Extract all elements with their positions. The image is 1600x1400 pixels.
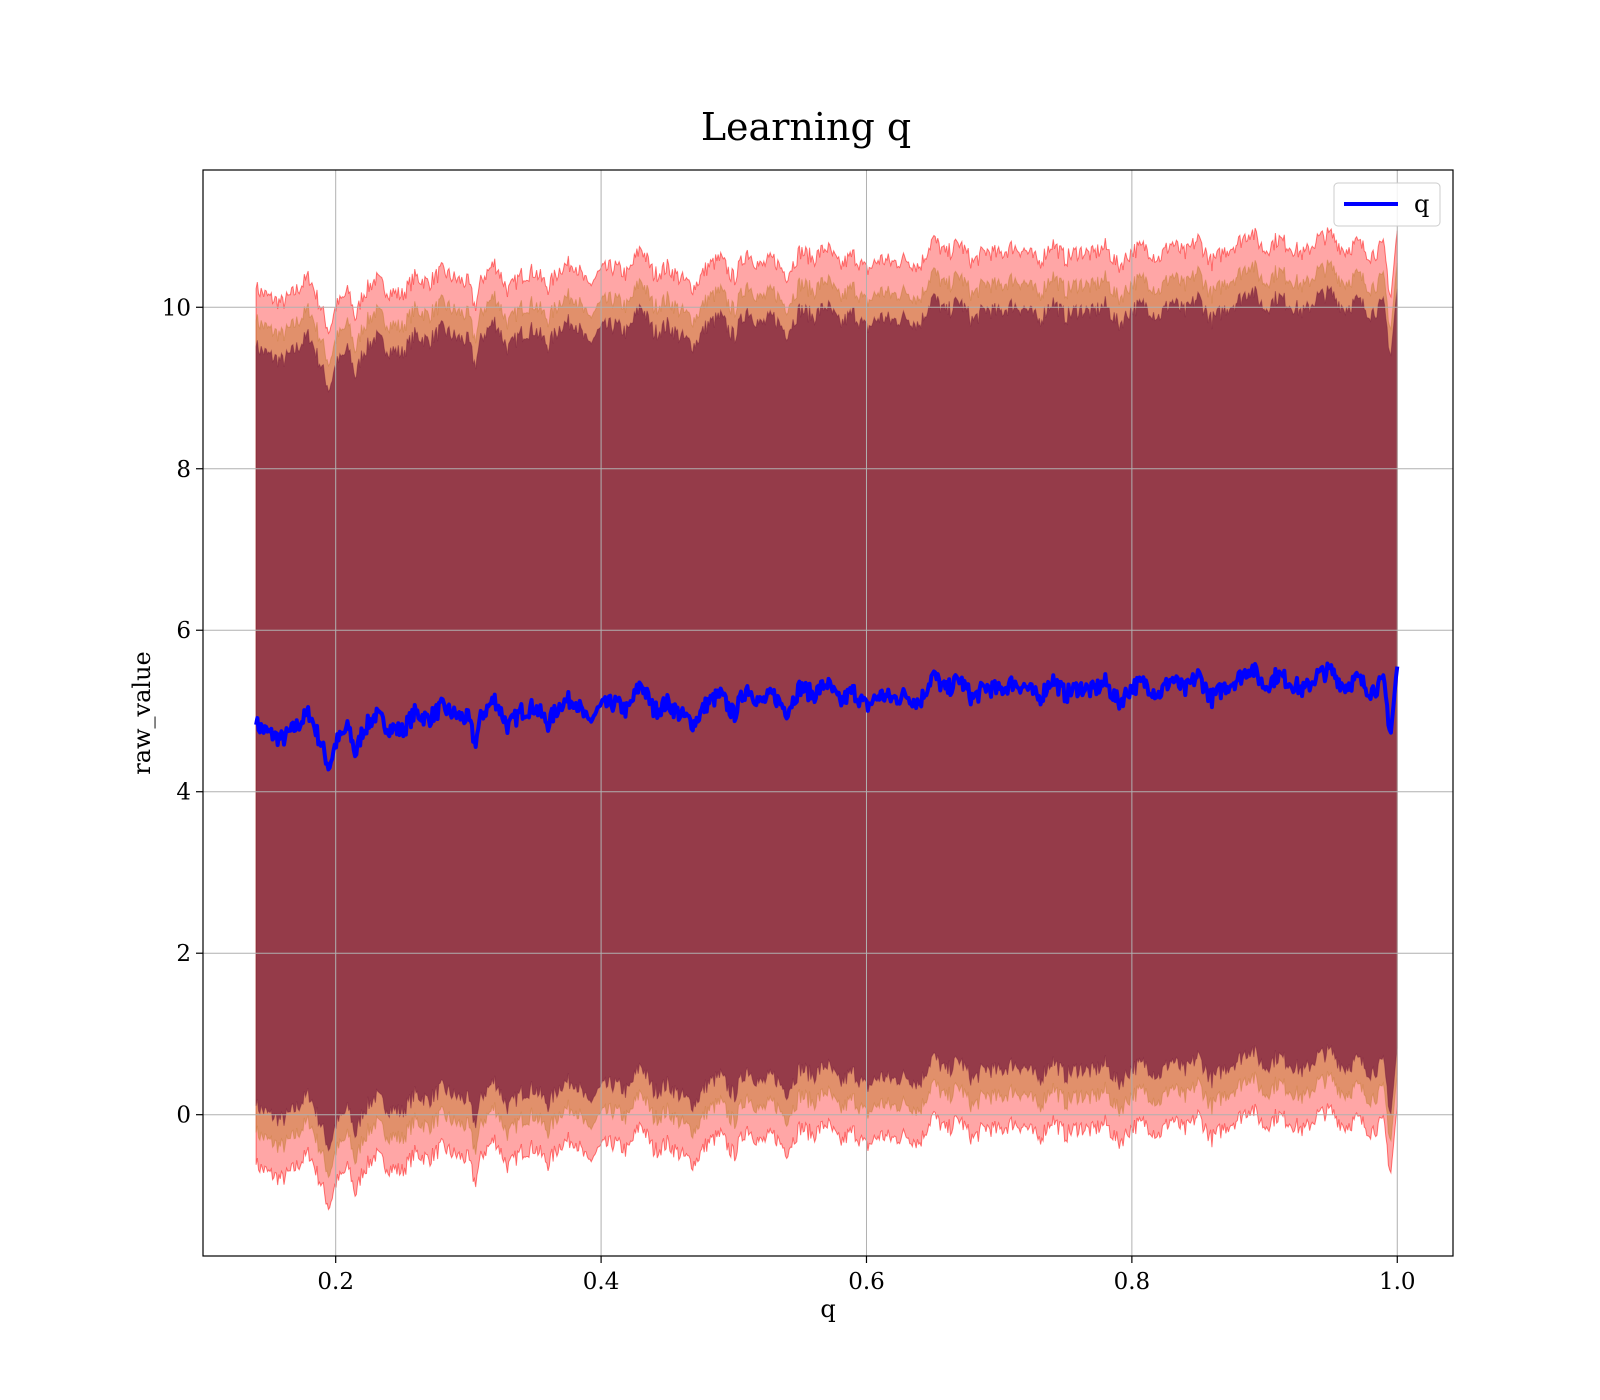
y-tick-label: 0 — [176, 1103, 191, 1129]
axes-frame — [202, 169, 1454, 1257]
legend-label-q: q — [1414, 190, 1429, 218]
y-tick-label: 10 — [162, 295, 191, 321]
x-axis-ticks: 0.2 0.4 0.6 0.8 1.0 — [317, 1256, 1416, 1295]
x-tick-label: 1.0 — [1379, 1269, 1416, 1295]
confidence-bands — [255, 227, 1398, 1211]
y-tick-label: 4 — [176, 780, 191, 806]
series-line-q — [254, 661, 1400, 772]
y-axis-ticks: 0 2 4 6 8 10 — [162, 295, 203, 1129]
series-lines — [254, 661, 1400, 772]
y-tick-label: 8 — [176, 457, 191, 483]
x-tick-label: 0.2 — [317, 1269, 354, 1295]
chart-title: Learning q — [701, 105, 911, 149]
grid-lines — [203, 170, 1453, 1256]
y-axis-label: raw_value — [128, 651, 156, 775]
x-tick-label: 0.6 — [848, 1269, 885, 1295]
x-axis-label: q — [820, 1295, 835, 1323]
x-tick-label: 0.4 — [583, 1269, 620, 1295]
legend: q — [1333, 182, 1441, 227]
plot-area — [202, 169, 1454, 1257]
y-tick-label: 2 — [176, 941, 191, 967]
x-tick-label: 0.8 — [1114, 1269, 1151, 1295]
y-tick-label: 6 — [176, 618, 191, 644]
